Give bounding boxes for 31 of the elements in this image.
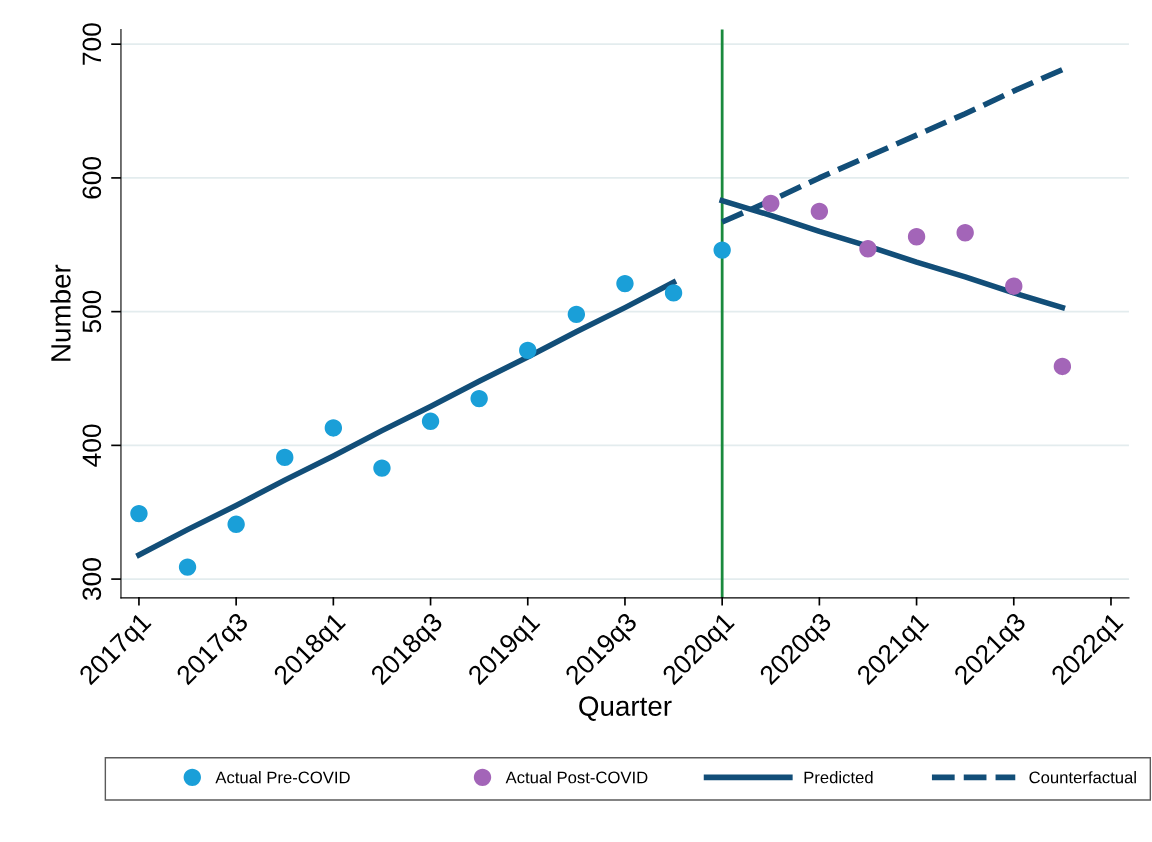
point	[567, 305, 586, 323]
y-axis-title: Number	[50, 264, 71, 361]
point	[1053, 357, 1072, 376]
point	[519, 341, 537, 360]
y-tick-label: 400	[82, 424, 102, 467]
point	[276, 448, 294, 467]
point	[810, 202, 829, 221]
x-axis-title: Quarter	[579, 696, 672, 721]
point	[227, 515, 245, 533]
y-tick-label: 300	[82, 558, 102, 601]
point	[713, 241, 731, 259]
legend-label: Predicted	[804, 771, 873, 784]
point	[1005, 277, 1023, 295]
point	[324, 419, 343, 437]
y-tick-label: 700	[82, 23, 102, 65]
legend-label: Actual Post-COVID	[505, 771, 648, 784]
y-tick-label: 500	[82, 290, 102, 333]
legend-label: Counterfactual	[1029, 771, 1136, 784]
point	[373, 459, 391, 477]
point	[859, 240, 877, 258]
point	[178, 558, 197, 576]
point	[470, 389, 488, 408]
point	[956, 224, 974, 242]
y-tick-label: 600	[82, 156, 102, 199]
point	[421, 412, 440, 430]
point	[616, 274, 634, 293]
point	[130, 504, 148, 523]
point	[907, 228, 926, 246]
point	[664, 284, 683, 302]
point	[762, 194, 780, 212]
legend-label: Actual Pre-COVID	[215, 771, 350, 784]
